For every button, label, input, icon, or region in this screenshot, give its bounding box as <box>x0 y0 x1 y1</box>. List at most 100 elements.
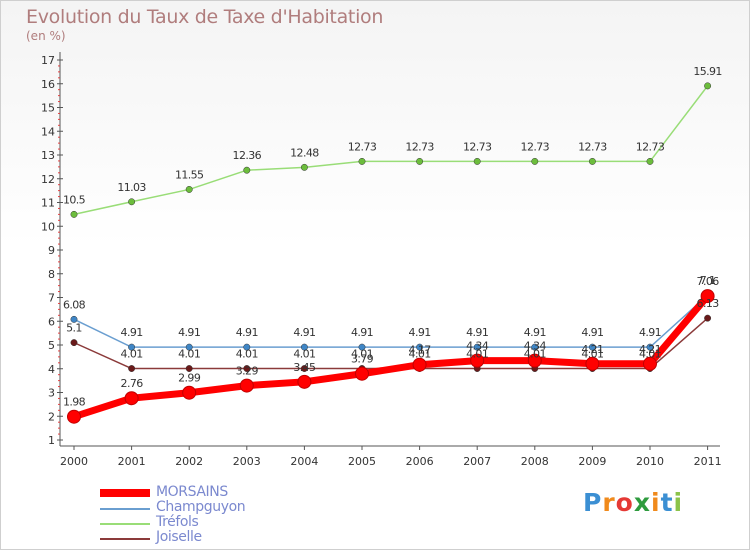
legend-label-trefols: Tréfols <box>156 514 199 530</box>
data-point-trefols <box>185 185 193 193</box>
y-axis-unit: (en %) <box>26 29 66 43</box>
data-point-trefols <box>358 157 366 165</box>
data-label-champguyon: 4.91 <box>639 326 661 339</box>
x-tick-label: 2009 <box>578 455 606 468</box>
legend-swatch-champguyon <box>100 508 150 510</box>
data-label-joiselle: 4.01 <box>293 348 315 361</box>
series-layer <box>67 82 715 424</box>
logo-letter: i <box>651 488 661 517</box>
data-label-trefols: 12.48 <box>290 146 319 159</box>
data-label-morsains: 1.98 <box>63 396 86 409</box>
data-label-morsains: 4.21 <box>639 343 661 356</box>
data-label-joiselle: 4.01 <box>121 348 143 361</box>
data-point-morsains <box>585 356 600 371</box>
data-label-morsains: 3.79 <box>351 353 374 366</box>
x-tick-label: 2010 <box>636 455 664 468</box>
data-point-joiselle <box>70 339 78 347</box>
data-label-trefols: 11.03 <box>117 181 146 194</box>
data-label-joiselle: 4.01 <box>639 348 661 361</box>
data-label-trefols: 10.5 <box>63 193 86 206</box>
y-tick-label: 17 <box>41 54 55 67</box>
data-point-champguyon <box>128 343 136 351</box>
y-tick-label: 12 <box>41 173 55 186</box>
y-tick-label: 7 <box>48 292 55 305</box>
y-tick-label: 16 <box>41 78 55 91</box>
legend-label-joiselle: Joiselle <box>156 529 202 545</box>
data-label-morsains: 4.21 <box>581 343 603 356</box>
data-point-joiselle <box>243 365 251 372</box>
y-tick-label: 5 <box>48 339 55 352</box>
data-label-champguyon: 6.08 <box>63 298 86 311</box>
legend-swatch-joiselle <box>100 538 150 540</box>
legend-item-joiselle: Joiselle <box>100 529 360 546</box>
data-label-morsains: 3.29 <box>236 365 259 378</box>
legend-label-morsains: MORSAINS <box>156 484 228 500</box>
data-label-trefols: 12.73 <box>463 140 492 153</box>
data-label-joiselle: 4.01 <box>466 348 488 361</box>
data-point-trefols <box>473 157 481 165</box>
legend-item-morsains: MORSAINS <box>100 484 360 501</box>
data-label-morsains: 2.99 <box>178 372 201 385</box>
data-point-trefols <box>588 157 596 165</box>
data-point-trefols <box>416 157 424 165</box>
data-point-joiselle <box>300 365 308 372</box>
y-tick-label: 8 <box>48 268 55 281</box>
series-line-trefols <box>73 85 709 216</box>
data-label-trefols: 12.73 <box>521 140 550 153</box>
x-tick-label: 2006 <box>406 455 434 468</box>
data-point-trefols <box>704 82 712 90</box>
legend-item-trefols: Tréfols <box>100 514 360 531</box>
data-point-champguyon <box>243 343 251 351</box>
data-label-morsains: 7.06 <box>697 275 720 288</box>
data-label-joiselle: 5.1 <box>66 322 82 335</box>
data-label-champguyon: 4.91 <box>351 326 373 339</box>
data-label-morsains: 4.34 <box>524 340 547 353</box>
y-tick-label: 1 <box>48 434 55 447</box>
logo-letter: r <box>602 488 616 517</box>
series-line-morsains <box>70 292 712 421</box>
data-point-joiselle <box>185 365 193 372</box>
data-point-trefols <box>70 210 78 218</box>
data-label-champguyon: 4.91 <box>236 326 258 339</box>
data-label-trefols: 11.55 <box>175 168 204 181</box>
data-point-morsains <box>700 289 715 304</box>
data-label-joiselle: 4.01 <box>351 348 373 361</box>
data-label-joiselle: 6.13 <box>697 297 720 310</box>
data-point-joiselle <box>128 365 136 372</box>
y-tick-label: 15 <box>41 102 55 115</box>
data-point-champguyon <box>473 343 481 351</box>
data-point-champguyon <box>70 315 78 323</box>
data-point-trefols <box>646 157 654 165</box>
data-label-trefols: 12.73 <box>578 140 607 153</box>
data-point-morsains <box>239 378 254 393</box>
data-point-morsains <box>412 357 427 372</box>
data-point-morsains <box>643 356 657 371</box>
data-label-trefols: 12.73 <box>348 140 377 153</box>
x-tick-label: 2007 <box>463 455 491 468</box>
data-label-morsains: 3.45 <box>293 361 316 374</box>
data-labels-layer: 10.5 11.03 11.55 12.36 12.48 12.73 12.73 12.73 1… <box>63 65 722 409</box>
logo-letter: i <box>673 488 684 517</box>
data-label-trefols: 15.91 <box>693 65 722 78</box>
data-point-champguyon <box>646 343 654 351</box>
data-label-joiselle: 4.01 <box>178 348 200 361</box>
data-point-morsains <box>297 374 312 389</box>
data-point-morsains <box>124 391 139 406</box>
data-label-champguyon: 4.91 <box>178 326 200 339</box>
data-label-champguyon: 7.1 <box>700 274 716 287</box>
data-label-joiselle: 4.01 <box>524 348 546 361</box>
y-tick-label: 13 <box>41 149 55 162</box>
x-tick-label: 2000 <box>60 455 88 468</box>
data-point-trefols <box>128 198 136 206</box>
data-label-joiselle: 4.01 <box>409 348 431 361</box>
data-label-champguyon: 4.91 <box>524 326 546 339</box>
y-tick-label: 6 <box>48 315 55 328</box>
x-tick-label: 2003 <box>233 455 261 468</box>
logo-letter: P <box>583 488 603 517</box>
data-label-champguyon: 4.91 <box>293 326 315 339</box>
data-label-champguyon: 4.91 <box>466 326 488 339</box>
data-point-trefols <box>531 157 539 165</box>
data-point-morsains <box>182 385 197 400</box>
